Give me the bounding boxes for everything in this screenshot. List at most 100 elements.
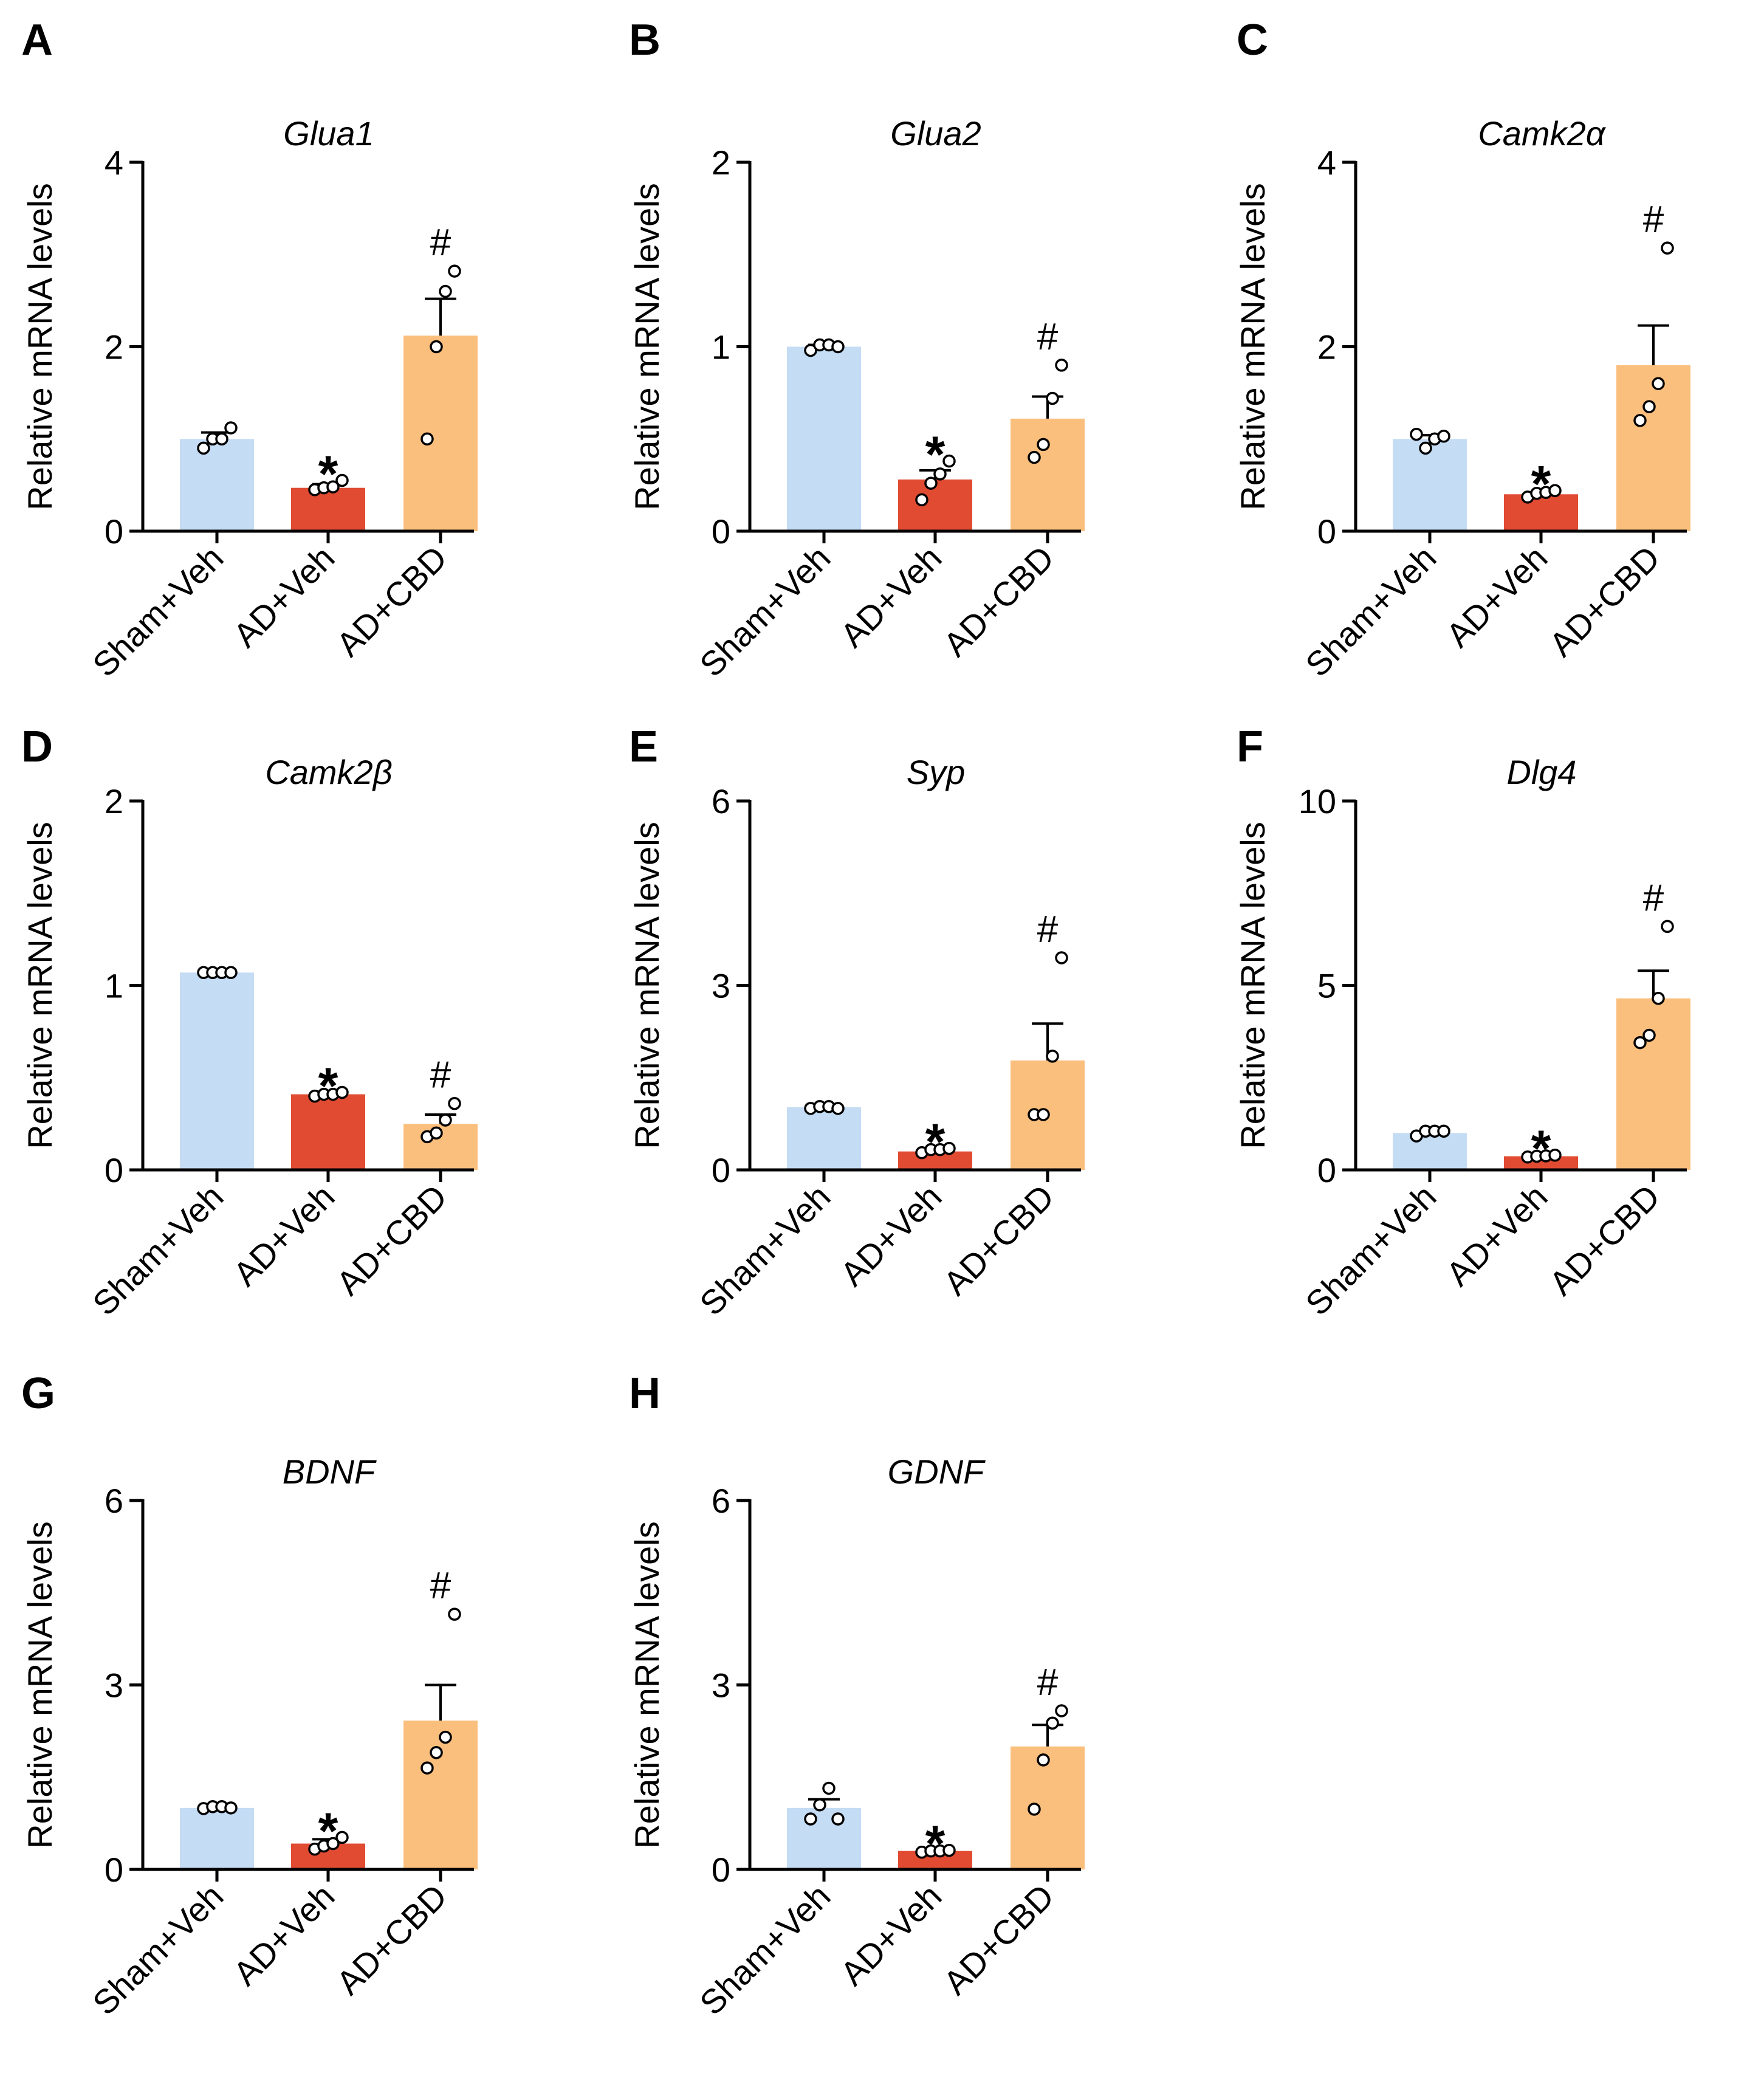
y-tick-label: 2 <box>105 782 123 820</box>
panel-letter: B <box>629 16 661 64</box>
data-point <box>942 454 956 468</box>
data-point <box>1410 427 1423 441</box>
data-point <box>831 1102 845 1115</box>
data-point <box>1028 450 1041 464</box>
y-tick-label: 6 <box>105 1482 123 1520</box>
data-point <box>1642 1028 1656 1042</box>
y-tick-label: 0 <box>1317 512 1336 551</box>
data-point <box>924 476 938 490</box>
bar-sham-veh <box>180 1807 254 1869</box>
data-point <box>942 1843 956 1857</box>
data-point <box>1028 1803 1041 1816</box>
data-point <box>1437 429 1450 443</box>
y-tick-label: 2 <box>712 143 730 182</box>
panel-e: E Syp Relative mRNA levels 0 3 6 Sham+VehAD+Ve… <box>628 723 1085 1322</box>
data-point <box>1661 241 1674 255</box>
data-point <box>448 264 461 278</box>
data-point <box>1661 920 1674 933</box>
panel-letter: G <box>21 1369 55 1418</box>
data-point <box>1037 1753 1050 1767</box>
y-tick-label: 2 <box>105 328 123 366</box>
data-point <box>1642 400 1656 413</box>
significance-star: * <box>1531 455 1551 512</box>
category-label: Sham+Veh <box>692 538 837 684</box>
data-point <box>215 432 228 445</box>
bar-sham-veh <box>1393 1133 1467 1170</box>
category-label: AD+CBD <box>1542 538 1667 664</box>
category-label: Sham+Veh <box>1298 1177 1443 1322</box>
data-point <box>942 1141 956 1155</box>
data-point <box>813 1798 826 1812</box>
data-point <box>831 340 845 354</box>
data-point <box>1419 441 1432 455</box>
significance-hash: # <box>1643 877 1664 919</box>
significance-star: * <box>318 1802 338 1859</box>
data-point <box>1652 991 1665 1005</box>
category-label: Sham+Veh <box>85 1877 230 2022</box>
data-point <box>1633 1036 1647 1050</box>
data-point <box>448 1096 461 1110</box>
data-point <box>420 432 434 445</box>
chart-title: Syp <box>907 753 966 791</box>
data-point <box>1046 1716 1059 1730</box>
bar-ad-cbd <box>1011 1746 1085 1869</box>
panel-letter: C <box>1237 16 1268 64</box>
y-axis-label: Relative mRNA levels <box>1234 183 1272 510</box>
data-point <box>831 1812 845 1826</box>
category-label: AD+CBD <box>936 1177 1061 1302</box>
category-label: AD+Veh <box>226 1177 342 1293</box>
category-label: AD+CBD <box>936 1877 1061 2002</box>
category-label: AD+Veh <box>833 1877 949 1993</box>
data-point <box>1055 1704 1068 1717</box>
data-point <box>1055 951 1068 964</box>
y-axis-label: Relative mRNA levels <box>628 822 666 1149</box>
data-point <box>326 1837 340 1851</box>
category-label: Sham+Veh <box>1298 538 1443 684</box>
y-tick-label: 4 <box>105 143 123 182</box>
y-axis-label: Relative mRNA levels <box>21 822 59 1149</box>
significance-hash: # <box>430 1565 451 1607</box>
significance-hash: # <box>1037 1662 1059 1703</box>
bar-sham-veh <box>787 1807 861 1869</box>
data-point <box>804 343 817 357</box>
y-tick-label: 3 <box>105 1666 123 1705</box>
bar-sham-veh <box>787 1107 861 1170</box>
data-point <box>439 1113 452 1127</box>
data-point <box>1548 484 1562 497</box>
panel-letter: F <box>1237 723 1263 771</box>
y-tick-label: 6 <box>712 1482 730 1520</box>
category-label: AD+CBD <box>1542 1177 1667 1302</box>
data-point <box>430 1126 443 1140</box>
data-point <box>326 480 340 493</box>
y-tick-label: 0 <box>712 512 730 551</box>
data-point <box>822 1781 836 1795</box>
data-point <box>224 966 238 980</box>
y-axis-label: Relative mRNA levels <box>21 183 59 510</box>
data-point <box>335 1085 349 1099</box>
data-point <box>335 1831 349 1844</box>
data-point <box>1633 414 1647 427</box>
y-tick-label: 0 <box>1317 1151 1336 1189</box>
chart-title: Glua1 <box>283 114 374 153</box>
data-point <box>439 1730 452 1744</box>
significance-hash: # <box>430 222 451 264</box>
chart-title: Glua2 <box>890 114 981 153</box>
chart-title: Camk2β <box>265 753 392 791</box>
bar-ad-cbd <box>403 1721 478 1869</box>
category-label: AD+Veh <box>1439 538 1555 655</box>
y-tick-label: 0 <box>105 512 123 551</box>
significance-star: * <box>318 445 338 503</box>
panel-letter: D <box>21 723 53 771</box>
bar-sham-veh <box>180 439 254 531</box>
chart-title: GDNF <box>888 1452 986 1491</box>
data-point <box>430 340 443 354</box>
data-point <box>335 473 349 487</box>
y-tick-label: 5 <box>1317 967 1336 1005</box>
bar-ad-cbd <box>1616 998 1690 1170</box>
category-label: Sham+Veh <box>85 538 230 684</box>
